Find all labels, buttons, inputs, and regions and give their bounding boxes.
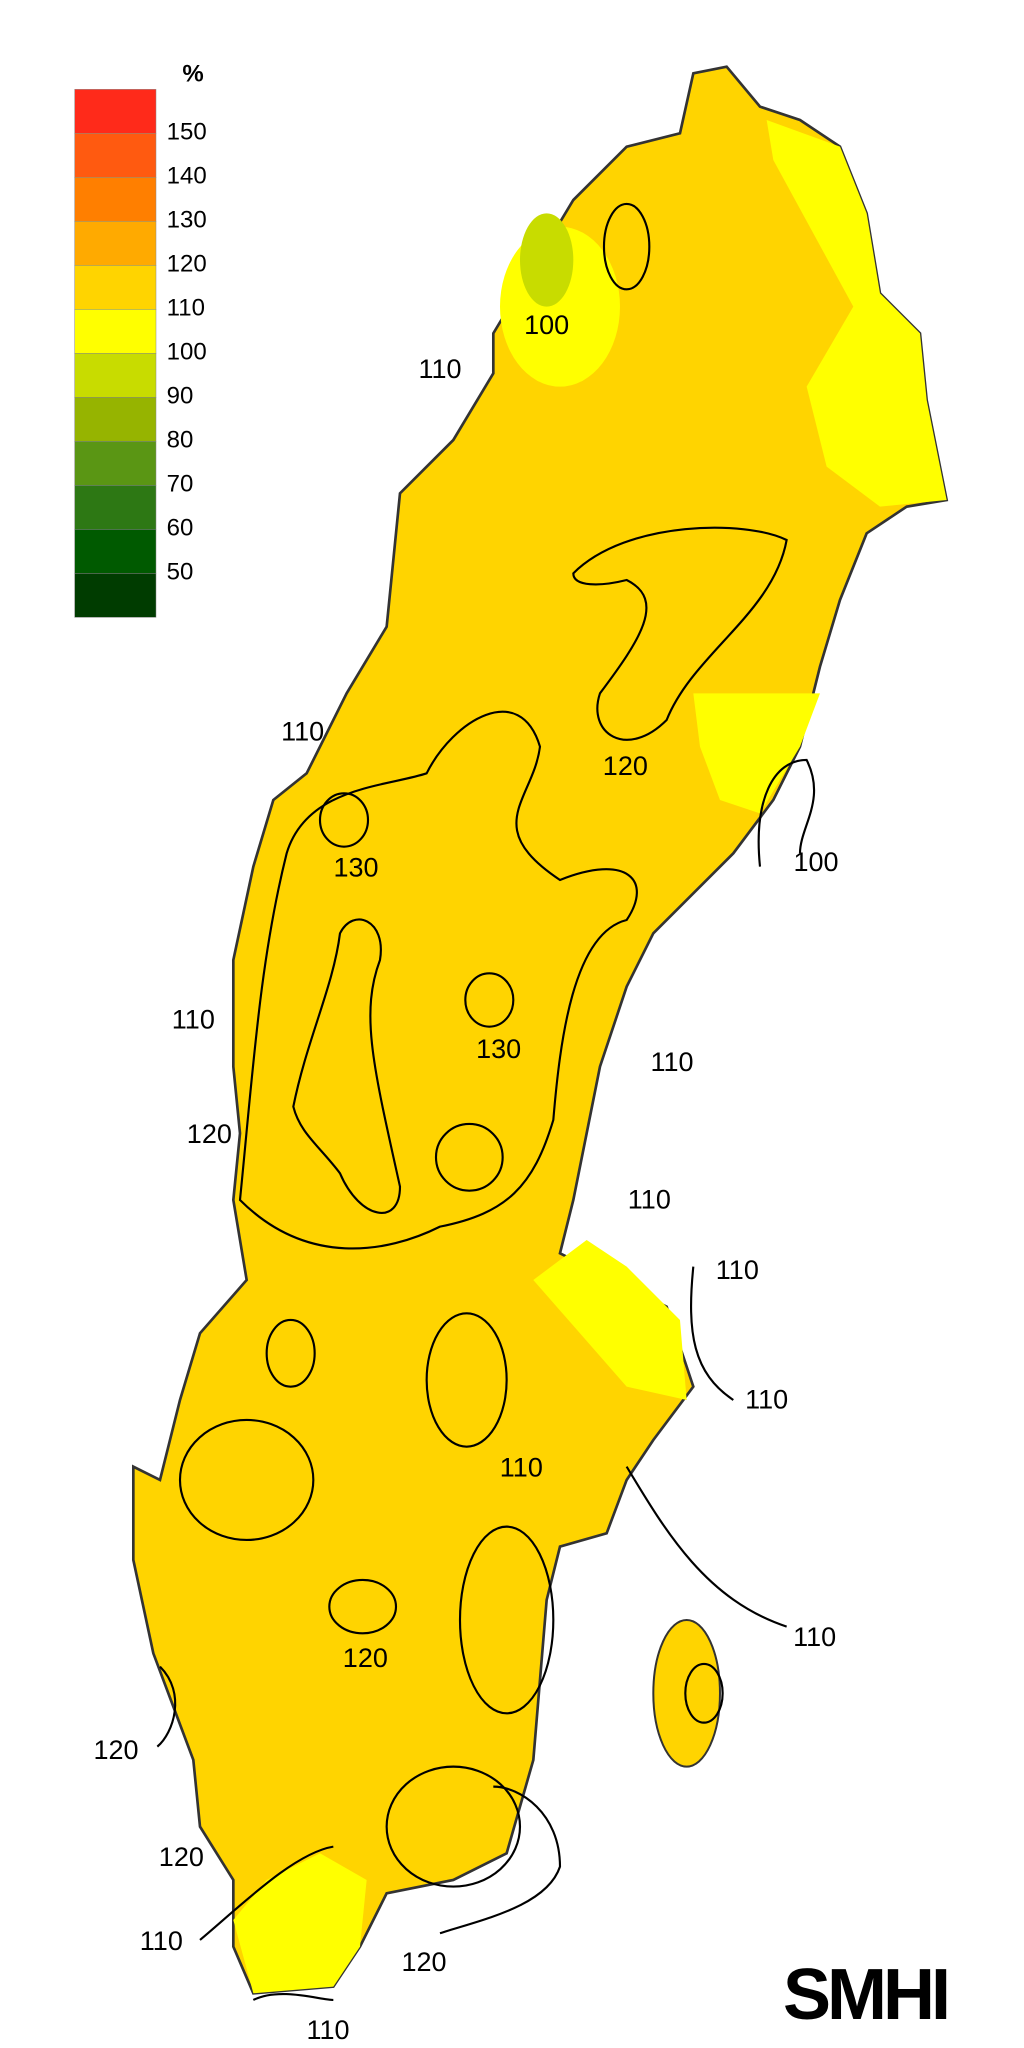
legend-label: 90	[167, 383, 194, 410]
legend-swatch	[74, 133, 157, 178]
legend-label: 80	[167, 427, 194, 454]
contour-label: 100	[793, 847, 838, 877]
legend-label: 130	[167, 207, 207, 234]
legend-swatch	[74, 573, 157, 618]
legend-swatch	[74, 309, 157, 354]
island	[652, 1618, 721, 1768]
contour-label: 110	[745, 1384, 788, 1414]
legend-swatch	[74, 529, 157, 574]
legend-label: 110	[167, 295, 205, 322]
contour-label: 110	[793, 1622, 836, 1652]
legend-swatch	[74, 221, 157, 266]
legend-swatch	[74, 485, 157, 530]
contour-label: 110	[140, 1926, 183, 1956]
contour-label: 120	[603, 751, 648, 781]
contour-label: 120	[159, 1842, 204, 1872]
contour-label: 120	[93, 1735, 138, 1765]
contour-label: 120	[343, 1643, 388, 1673]
contour-label: 110	[500, 1452, 543, 1482]
contour-label: 110	[628, 1184, 671, 1214]
legend-label: 50	[167, 559, 194, 586]
contour-label: 130	[476, 1034, 521, 1064]
land	[131, 65, 949, 1995]
zones	[156, 119, 947, 2002]
logo: SMHI	[783, 1955, 947, 2035]
contour-label: 110	[650, 1047, 693, 1077]
legend-swatch	[74, 265, 157, 310]
contour-label: 130	[333, 852, 378, 882]
legend-label: 70	[167, 471, 194, 498]
contour-label: 110	[306, 2015, 349, 2045]
legend-label: 100	[167, 339, 207, 366]
legend-swatch	[74, 353, 157, 398]
legend-unit: %	[182, 60, 203, 87]
legend-swatch	[74, 441, 157, 486]
legend-swatch	[74, 177, 157, 222]
contour-label: 110	[172, 1004, 215, 1034]
contour-label: 120	[401, 1947, 446, 1977]
contour-label: 110	[281, 716, 324, 746]
legend-label: 60	[167, 515, 194, 542]
legend-label: 140	[167, 163, 207, 190]
legend-swatch	[74, 89, 157, 134]
legend-label: 120	[167, 251, 207, 278]
contour-label: 110	[418, 354, 461, 384]
contour-label: 110	[716, 1255, 759, 1285]
contour-label: 120	[187, 1119, 232, 1149]
contour-label: 100	[524, 310, 569, 340]
legend-label: 150	[167, 119, 207, 146]
legend-swatch	[74, 397, 157, 442]
